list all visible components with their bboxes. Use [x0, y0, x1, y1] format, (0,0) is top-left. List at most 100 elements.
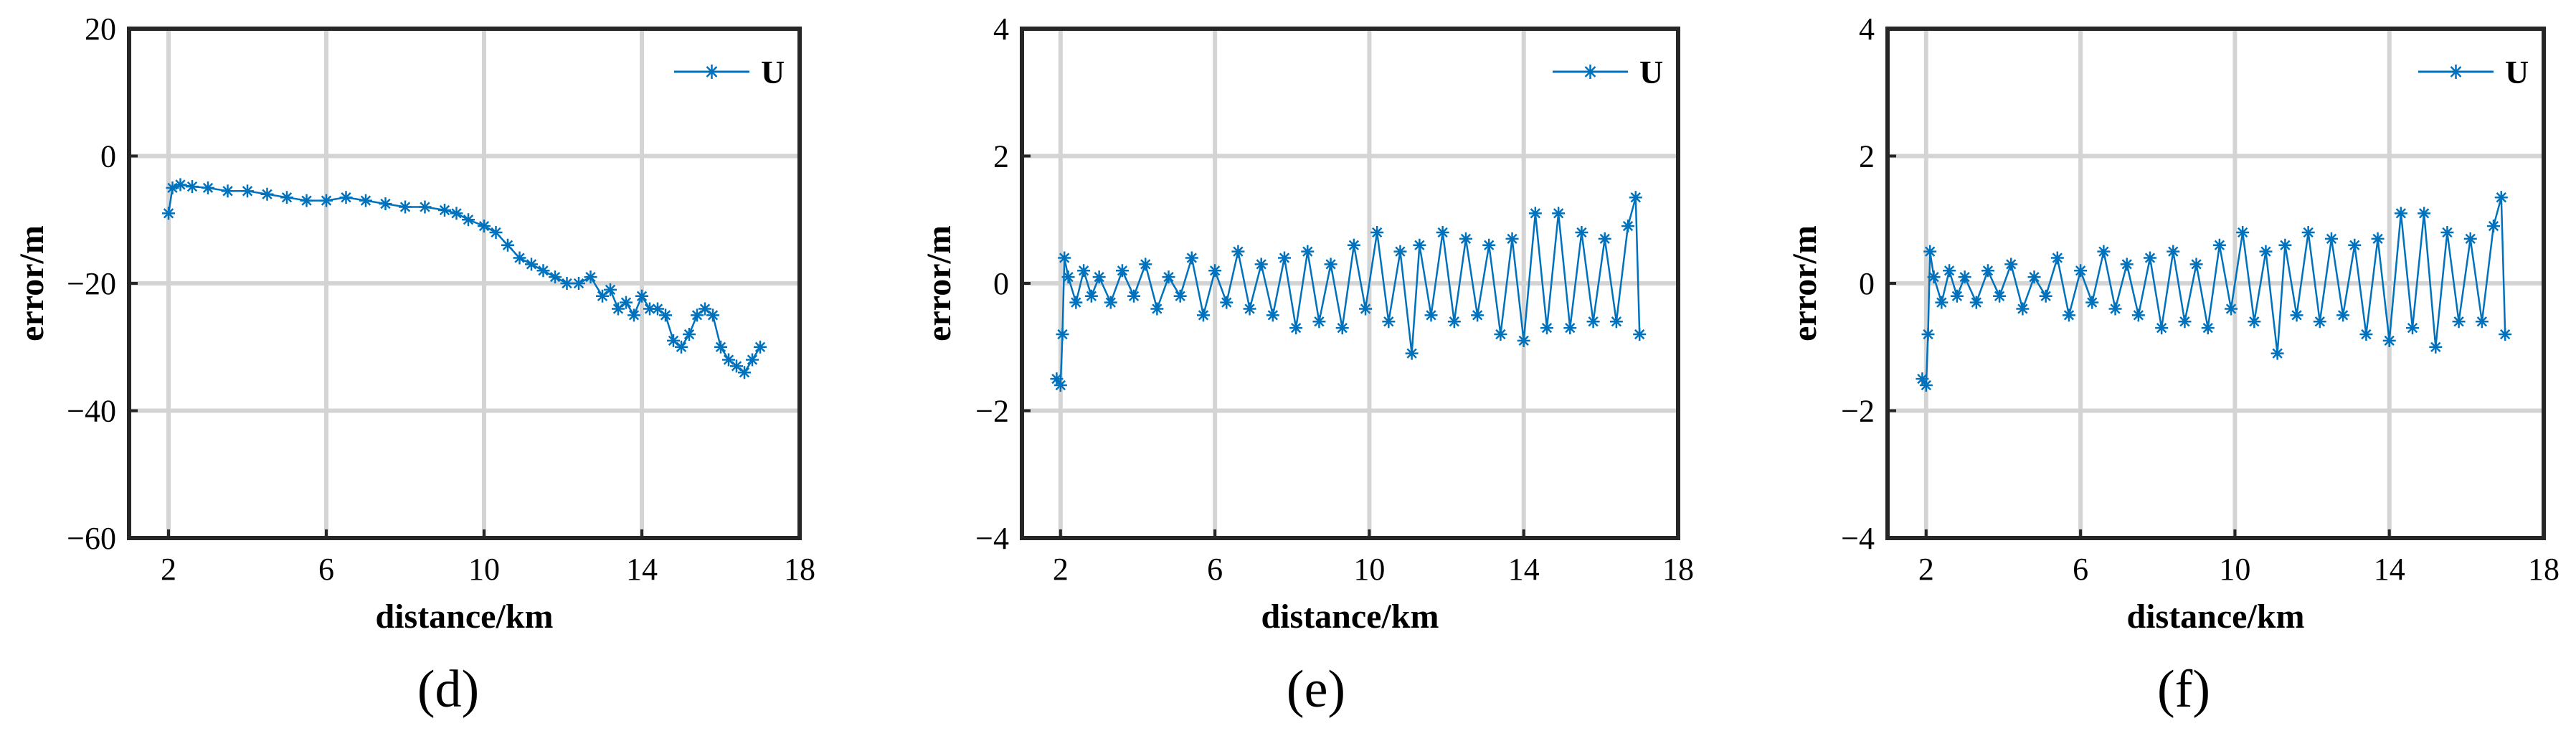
data-point-marker [1923, 245, 1937, 258]
data-point-marker [1347, 238, 1360, 252]
data-point-marker [2487, 220, 2501, 233]
data-point-marker [1084, 289, 1098, 303]
data-point-marker [2440, 226, 2454, 239]
data-point-marker [754, 340, 767, 354]
y-tick-label: 0 [993, 266, 1009, 301]
x-tick-label: 14 [1508, 552, 1540, 587]
data-point-marker [2074, 264, 2088, 278]
data-point-marker [612, 302, 625, 316]
data-point-marker [1092, 270, 1106, 284]
data-point-marker [1993, 289, 2007, 303]
data-point-marker [1115, 264, 1129, 278]
data-point-marker [635, 289, 648, 303]
data-point-marker [651, 302, 664, 316]
data-point-marker [2418, 207, 2431, 220]
data-point-marker [280, 191, 293, 204]
y-tick-label: −4 [1841, 521, 1875, 556]
data-point-marker [300, 194, 313, 207]
data-point-marker [2085, 296, 2099, 309]
chart-panel-1: 2 6 10 14 18 −60 −40 −20 0 20 distance/km error/m U (… [13, 11, 815, 719]
data-point-marker [2189, 258, 2203, 271]
data-point-marker [604, 283, 617, 296]
data-point-marker [399, 200, 412, 214]
data-point-marker [2382, 334, 2396, 347]
panel-label: (d) [417, 660, 479, 719]
data-point-marker [1633, 328, 1647, 341]
data-point-marker [2324, 232, 2338, 245]
data-point-marker [659, 308, 672, 322]
y-tick-label: −40 [67, 394, 116, 429]
data-point-marker [2301, 226, 2315, 239]
legend-marker [2448, 65, 2463, 79]
y-tick-label: 2 [993, 139, 1009, 174]
data-point-marker [2475, 315, 2489, 329]
data-point-marker [1629, 191, 1642, 204]
data-point-marker [1424, 308, 1438, 322]
data-point-marker [501, 238, 514, 252]
data-point-marker [339, 191, 353, 204]
x-tick-label: 10 [2219, 552, 2250, 587]
data-point-marker [2004, 258, 2018, 271]
data-point-marker [1208, 264, 1222, 278]
y-tick-label: 4 [1859, 11, 1875, 47]
data-point-marker [359, 194, 372, 207]
data-point-marker [584, 270, 597, 284]
data-point-marker [2050, 251, 2064, 265]
data-point-marker [2406, 321, 2419, 335]
x-axis-label: distance/km [1261, 598, 1439, 636]
legend: U [1553, 54, 1663, 90]
y-tick-label: −60 [67, 521, 116, 556]
data-point-marker [1927, 270, 1941, 284]
data-point-marker [2144, 251, 2156, 265]
y-tick-label: 2 [1859, 139, 1875, 174]
data-point-marker [1393, 245, 1407, 258]
data-point-marker [202, 181, 214, 194]
data-point-marker [1405, 346, 1419, 360]
x-tick-label: 14 [2374, 552, 2405, 587]
data-point-marker [186, 180, 199, 194]
data-point-marker [1324, 258, 1337, 271]
data-point-marker [2178, 315, 2192, 329]
data-point-marker [162, 207, 175, 220]
data-point-marker [738, 366, 751, 379]
data-point-marker [1278, 251, 1291, 265]
data-point-marker [1266, 308, 1279, 322]
data-point-marker [549, 270, 562, 284]
data-point-marker [2336, 308, 2350, 322]
data-point-marker [489, 226, 503, 239]
panel-label: (f) [2157, 660, 2210, 719]
data-point-marker [2225, 302, 2238, 316]
data-point-marker [1921, 328, 1935, 341]
y-axis-label: error/m [1786, 225, 1824, 341]
series-line-U [167, 184, 762, 374]
data-point-marker [2463, 232, 2477, 245]
data-point-marker [1517, 334, 1530, 347]
data-point-marker [1494, 328, 1507, 341]
data-point-marker [1958, 270, 1971, 284]
data-point-marker [620, 296, 633, 309]
data-point-marker [699, 302, 711, 316]
data-point-marker [1370, 226, 1384, 239]
x-tick-label: 2 [1918, 552, 1934, 587]
data-point-marker [1981, 264, 1994, 278]
data-point-marker [513, 251, 526, 265]
panel-label: (e) [1287, 660, 1345, 719]
data-point-marker [1919, 379, 1933, 392]
data-point-marker [1436, 226, 1449, 239]
data-point-marker [1139, 258, 1152, 271]
data-point-marker [2499, 328, 2512, 341]
x-axis-label: distance/km [2126, 598, 2304, 636]
data-point-marker [1382, 315, 1396, 329]
data-point-marker [1609, 315, 1623, 329]
data-point-marker [596, 289, 609, 303]
data-point-marker [1575, 226, 1588, 239]
data-point-marker [241, 184, 254, 198]
data-point-marker [1950, 289, 1964, 303]
x-tick-label: 18 [1662, 552, 1694, 587]
y-tick-label: −20 [67, 266, 116, 301]
x-tick-label: 18 [2528, 552, 2560, 587]
data-point-marker [2062, 308, 2075, 322]
data-point-marker [730, 359, 743, 373]
data-point-marker [1335, 321, 1349, 335]
data-point-marker [2394, 207, 2407, 220]
